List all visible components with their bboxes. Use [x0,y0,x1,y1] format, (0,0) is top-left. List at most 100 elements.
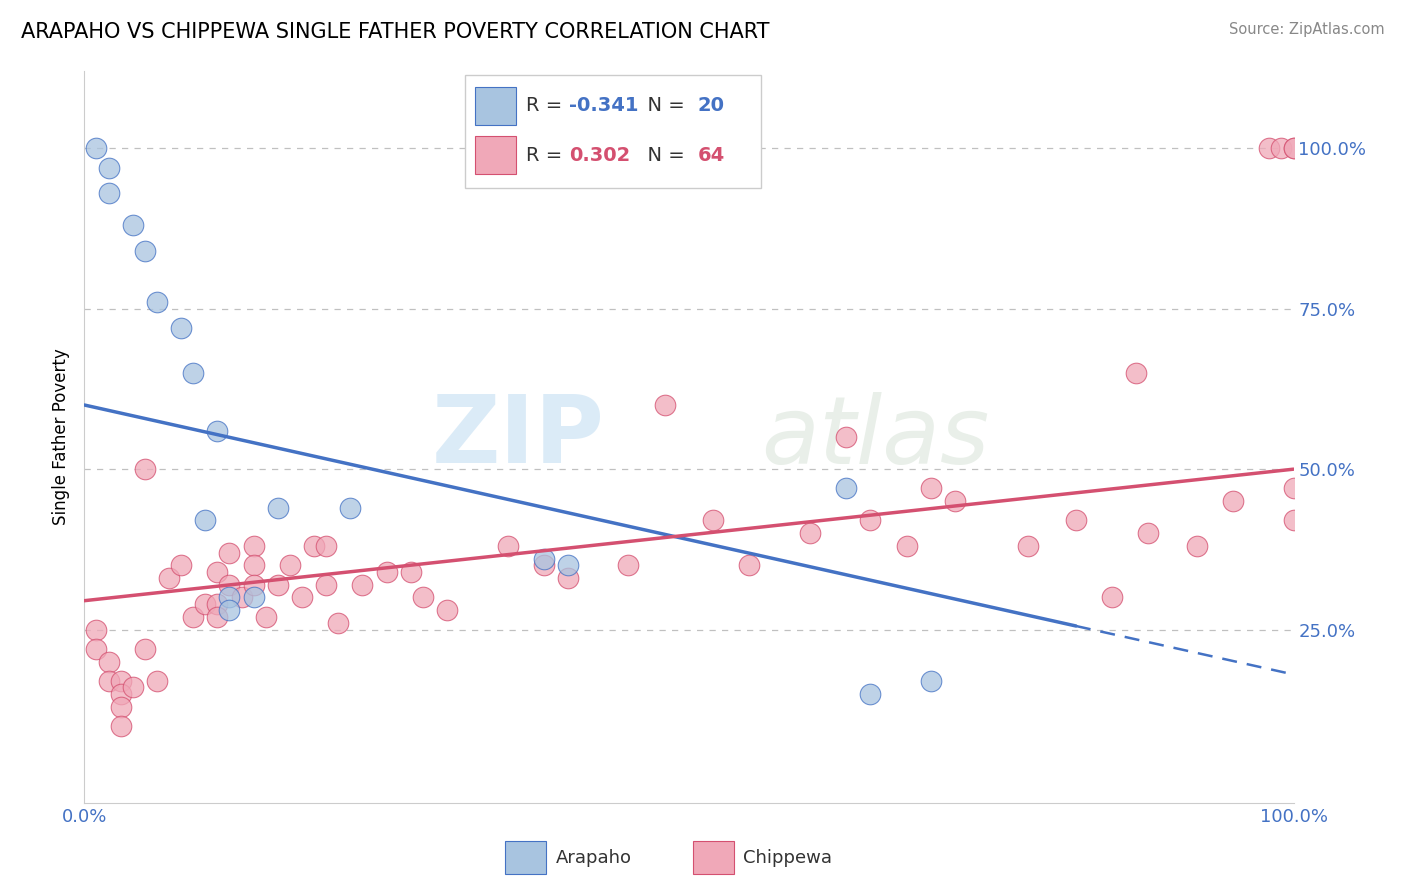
Text: ARAPAHO VS CHIPPEWA SINGLE FATHER POVERTY CORRELATION CHART: ARAPAHO VS CHIPPEWA SINGLE FATHER POVERT… [21,22,769,42]
Point [920,482,942,496]
Point [134,244,156,258]
Point [835,430,858,444]
Point [920,673,942,688]
Point [399,565,422,579]
Point [557,558,579,573]
Text: ZIP: ZIP [432,391,605,483]
Point [97,673,120,688]
Point [1125,366,1147,380]
Point [242,558,264,573]
Point [231,591,253,605]
Point [328,616,350,631]
Point [146,673,169,688]
Point [896,539,918,553]
Point [1064,514,1087,528]
Point [1222,494,1244,508]
Point [1282,141,1305,155]
Point [242,539,264,553]
Text: 64: 64 [697,146,724,165]
Point [207,565,229,579]
Point [218,591,240,605]
Point [267,577,290,591]
Point [121,219,143,233]
Point [110,699,132,714]
Point [1101,591,1123,605]
Point [218,577,240,591]
Point [375,565,398,579]
Point [315,577,337,591]
Point [207,424,229,438]
Point [181,366,204,380]
Text: Arapaho: Arapaho [555,848,631,867]
Point [738,558,761,573]
Point [1258,141,1281,155]
Point [86,141,108,155]
Point [157,571,180,585]
Text: Source: ZipAtlas.com: Source: ZipAtlas.com [1229,22,1385,37]
Point [110,687,132,701]
Point [97,655,120,669]
Point [1270,141,1292,155]
Point [1282,141,1305,155]
Point [412,591,434,605]
Point [943,494,966,508]
Point [218,545,240,559]
Point [1282,482,1305,496]
Point [110,673,132,688]
Text: R =: R = [526,146,575,165]
Y-axis label: Single Father Poverty: Single Father Poverty [52,349,70,525]
FancyBboxPatch shape [475,136,516,175]
FancyBboxPatch shape [465,75,762,188]
Point [859,687,882,701]
Point [1282,514,1305,528]
Point [799,526,821,541]
Point [267,500,290,515]
Point [97,186,120,201]
Text: Chippewa: Chippewa [744,848,832,867]
Point [339,500,361,515]
Point [302,539,325,553]
Point [557,571,579,585]
Point [86,641,108,656]
Point [207,609,229,624]
Text: R =: R = [526,96,575,115]
Point [254,609,277,624]
Text: N =: N = [634,146,697,165]
Point [702,514,724,528]
Point [835,482,858,496]
Text: N =: N = [634,96,697,115]
Point [97,161,120,175]
Point [134,641,156,656]
Text: -0.341: -0.341 [569,96,638,115]
Point [218,603,240,617]
Point [194,597,217,611]
Point [134,462,156,476]
Point [859,514,882,528]
Point [352,577,374,591]
Point [533,558,555,573]
Point [1185,539,1208,553]
Point [242,577,264,591]
FancyBboxPatch shape [505,841,547,874]
Point [170,558,193,573]
Point [436,603,458,617]
Point [207,597,229,611]
Point [278,558,301,573]
Point [654,398,676,412]
Point [242,591,264,605]
FancyBboxPatch shape [475,87,516,125]
Point [181,609,204,624]
Point [533,552,555,566]
Point [617,558,640,573]
Point [121,681,143,695]
Point [146,295,169,310]
Text: 20: 20 [697,96,724,115]
Text: 0.302: 0.302 [569,146,630,165]
Text: atlas: atlas [762,392,990,483]
Point [291,591,314,605]
Point [194,514,217,528]
Point [170,321,193,335]
Point [1137,526,1160,541]
Point [1017,539,1039,553]
Point [496,539,519,553]
